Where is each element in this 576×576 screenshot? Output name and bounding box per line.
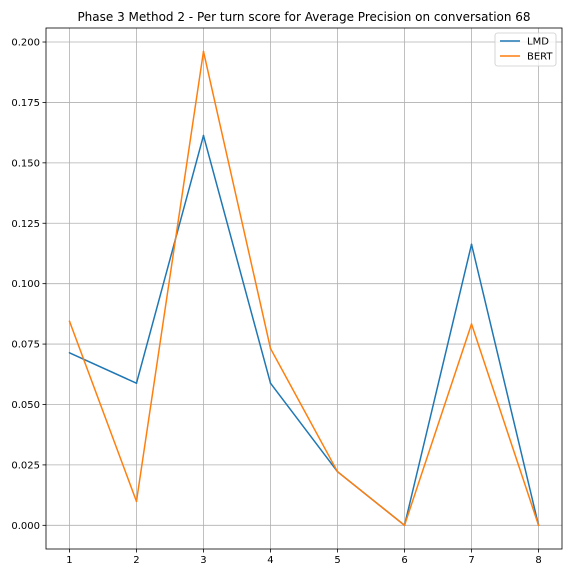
x-tick-label: 1 bbox=[66, 555, 72, 566]
series-lines bbox=[68, 50, 540, 527]
y-tick-label: 0.125 bbox=[11, 219, 40, 230]
y-axis: 0.000 0.025 0.050 0.075 0.100 0.125 0.150 0.175… bbox=[11, 38, 46, 532]
y-tick-label: 0.175 bbox=[11, 98, 40, 109]
y-tick-label: 0.025 bbox=[11, 460, 40, 471]
data-point-bert bbox=[135, 500, 138, 503]
legend-label-bert: BERT bbox=[527, 52, 553, 63]
data-point-lmd bbox=[470, 243, 473, 246]
data-point-bert bbox=[68, 320, 71, 322]
x-axis: 1 2 3 4 5 6 7 8 bbox=[66, 549, 542, 566]
data-point-bert bbox=[269, 347, 272, 350]
series-line-lmd bbox=[69, 134, 540, 527]
x-tick-label: 8 bbox=[535, 555, 541, 566]
data-point-bert bbox=[403, 524, 406, 527]
data-point-lmd bbox=[202, 134, 205, 137]
plot-frame bbox=[45, 27, 563, 550]
x-tick-label: 7 bbox=[468, 555, 474, 566]
data-point-bert bbox=[336, 470, 339, 473]
x-tick-label: 2 bbox=[133, 555, 139, 566]
data-point-bert bbox=[202, 50, 205, 53]
y-tick-label: 0.000 bbox=[11, 521, 40, 532]
data-point-bert bbox=[537, 524, 540, 527]
data-point-lmd bbox=[68, 352, 71, 354]
data-point-bert bbox=[470, 323, 473, 325]
x-tick-label: 3 bbox=[200, 555, 206, 566]
x-tick-label: 4 bbox=[267, 555, 273, 566]
x-tick-label: 5 bbox=[334, 555, 340, 566]
y-tick-label: 0.150 bbox=[11, 158, 40, 169]
y-tick-label: 0.200 bbox=[11, 38, 40, 49]
chart-title: Phase 3 Method 2 - Per turn score for Av… bbox=[77, 10, 530, 24]
grid bbox=[46, 28, 562, 549]
legend-label-lmd: LMD bbox=[527, 37, 549, 48]
legend: LMD BERT bbox=[494, 32, 557, 67]
y-tick-label: 0.100 bbox=[11, 279, 40, 290]
x-tick-label: 6 bbox=[401, 555, 407, 566]
data-point-lmd bbox=[269, 382, 272, 384]
y-tick-label: 0.050 bbox=[11, 400, 40, 411]
data-point-lmd bbox=[135, 382, 138, 384]
series-line-bert bbox=[68, 50, 540, 527]
y-tick-label: 0.075 bbox=[11, 340, 40, 351]
